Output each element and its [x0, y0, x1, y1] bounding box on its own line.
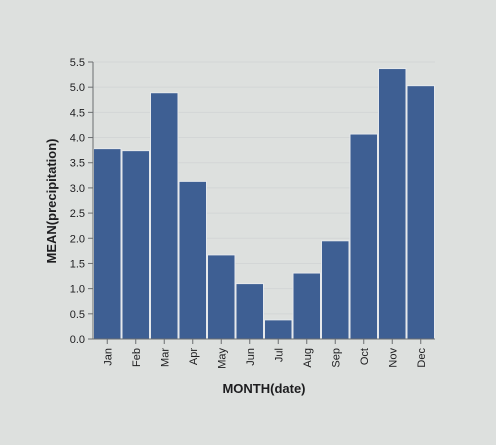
bars — [93, 68, 435, 340]
x-tick-label: Jan — [102, 348, 114, 366]
y-tick-label: 5.0 — [70, 82, 85, 94]
y-tick-label: 2.0 — [70, 233, 85, 245]
bar-sep — [321, 240, 350, 340]
bar-feb — [121, 150, 150, 340]
y-tick-label: 0.5 — [70, 309, 85, 321]
y-tick-label: 1.5 — [70, 258, 85, 270]
bar-jul — [264, 319, 293, 340]
y-tick-label: 2.5 — [70, 208, 85, 220]
x-axis-title: MONTH(date) — [222, 381, 305, 396]
y-tick-label: 5.5 — [70, 57, 85, 69]
x-tick-label: Jul — [273, 348, 285, 362]
y-tick-label: 4.5 — [70, 107, 85, 119]
bar-nov — [378, 68, 407, 340]
bar-jun — [235, 283, 264, 340]
bar-apr — [178, 180, 207, 340]
bar-aug — [292, 272, 321, 340]
x-tick-label: Feb — [131, 348, 143, 367]
bar-oct — [349, 133, 378, 340]
x-tick-label: Oct — [359, 348, 371, 365]
y-tick-label: 1.0 — [70, 284, 85, 296]
x-tick-label: May — [216, 348, 228, 369]
x-tick-label: Aug — [302, 348, 314, 368]
bar-mar — [150, 92, 179, 340]
y-axis-title: MEAN(precipitation) — [44, 139, 59, 264]
y-tick-label: 3.0 — [70, 183, 85, 195]
y-tick-label: 4.0 — [70, 133, 85, 145]
x-tick-label: Jun — [245, 348, 257, 366]
bar-dec — [406, 85, 435, 340]
bar-jan — [93, 148, 122, 340]
bar-may — [207, 254, 236, 340]
y-tick-label: 0.0 — [70, 334, 85, 346]
x-tick-label: Nov — [387, 348, 399, 368]
x-tick-label: Mar — [159, 348, 171, 367]
axes: 0.0 0.5 1.0 1.5 2.0 2.5 3.0 3.5 4.0 4.5 5.0 5.5 Jan F… — [70, 57, 435, 369]
y-tick-label: 3.5 — [70, 158, 85, 170]
x-tick-label: Sep — [330, 348, 342, 368]
x-tick-label: Apr — [188, 348, 200, 365]
x-tick-label: Dec — [416, 348, 428, 368]
